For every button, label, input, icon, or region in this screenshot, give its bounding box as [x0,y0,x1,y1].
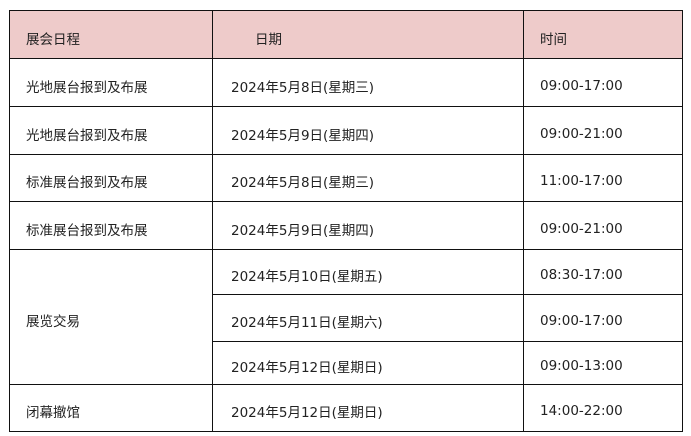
table-row: 光地展台报到及布展 2024年5月9日(星期四) 09:00-21:00 [9,106,683,155]
table-row: 标准展台报到及布展 2024年5月9日(星期四) 09:00-21:00 [9,201,683,250]
header-cell: 展会日程 [9,10,213,59]
time-cell: 09:00-13:00 [523,341,683,385]
time-cell: 09:00-17:00 [523,58,683,107]
schedule-table: 展会日程 日期 时间 光地展台报到及布展 2024年5月8日(星期三) 09:0… [9,10,683,432]
time-cell: 08:30-17:00 [523,249,683,295]
date-cell: 2024年5月8日(星期三) [212,154,524,202]
time-text: 08:30-17:00 [540,267,623,283]
date-text: 2024年5月12日(星期日) [231,360,383,376]
time-text: 09:00-13:00 [540,358,623,374]
header-cell: 日期 [212,10,524,59]
event-cell: 标准展台报到及布展 [9,154,213,202]
time-text: 09:00-21:00 [540,125,623,142]
time-cell: 14:00-22:00 [523,384,683,432]
table-row: 标准展台报到及布展 2024年5月8日(星期三) 11:00-17:00 [9,154,683,202]
header-date: 日期 [255,31,282,48]
time-text: 09:00-21:00 [540,220,623,237]
date-text: 2024年5月12日(星期日) [231,405,383,421]
header-event: 展会日程 [26,31,80,48]
header-row: 展会日程 日期 时间 [9,10,683,59]
date-cell: 2024年5月9日(星期四) [212,106,524,155]
event-cell: 展览交易 [9,249,213,385]
time-cell: 09:00-21:00 [523,201,683,250]
date-cell: 2024年5月9日(星期四) [212,201,524,250]
event-text: 闭幕撤馆 [26,405,80,421]
event-text: 光地展台报到及布展 [26,127,148,144]
time-text: 09:00-17:00 [540,77,623,94]
time-cell: 11:00-17:00 [523,154,683,202]
date-cell: 2024年5月10日(星期五) [212,249,524,295]
table-row: 展览交易 2024年5月10日(星期五) 08:30-17:00 [9,249,683,385]
date-text: 2024年5月9日(星期四) [231,222,375,239]
header-time: 时间 [540,31,567,48]
event-text: 标准展台报到及布展 [26,222,148,239]
date-cell: 2024年5月8日(星期三) [212,58,524,107]
time-text: 09:00-17:00 [540,313,623,329]
event-cell: 光地展台报到及布展 [9,58,213,107]
date-text: 2024年5月8日(星期三) [231,79,375,96]
date-cell: 2024年5月12日(星期日) [212,341,524,385]
table-row: 光地展台报到及布展 2024年5月8日(星期三) 09:00-17:00 [9,58,683,107]
event-cell: 闭幕撤馆 [9,384,213,432]
date-text: 2024年5月8日(星期三) [231,175,375,191]
event-text: 光地展台报到及布展 [26,79,148,96]
table-row: 2024年5月11日(星期六) 09:00-17:00 [10,294,683,342]
event-text: 标准展台报到及布展 [26,175,148,191]
date-text: 2024年5月11日(星期六) [231,315,383,331]
table-row: 2024年5月12日(星期日) 09:00-13:00 [10,341,683,385]
date-text: 2024年5月9日(星期四) [231,127,375,144]
time-cell: 09:00-17:00 [523,294,683,342]
time-cell: 09:00-21:00 [523,106,683,155]
header-cell: 时间 [523,10,683,59]
event-text: 展览交易 [26,314,80,330]
date-cell: 2024年5月11日(星期六) [212,294,524,342]
event-cell: 标准展台报到及布展 [9,201,213,250]
event-cell: 光地展台报到及布展 [9,106,213,155]
table-row: 闭幕撤馆 2024年5月12日(星期日) 14:00-22:00 [9,384,683,432]
date-cell: 2024年5月12日(星期日) [212,384,524,432]
time-text: 11:00-17:00 [540,173,623,189]
time-text: 14:00-22:00 [540,403,623,419]
date-text: 2024年5月10日(星期五) [231,269,383,285]
